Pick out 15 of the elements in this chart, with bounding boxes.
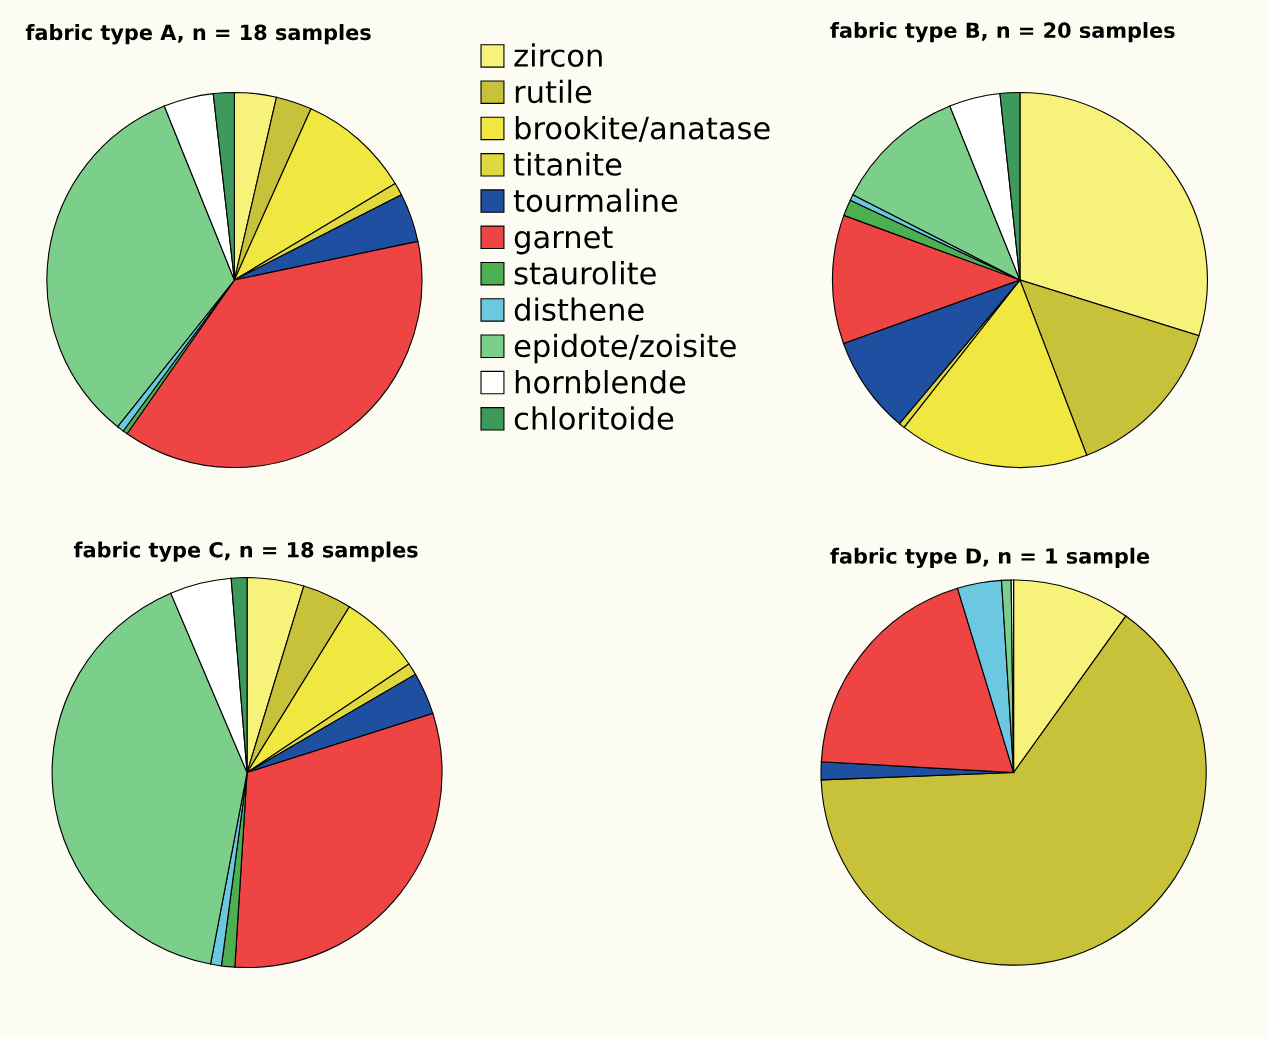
legend-label: staurolite [514, 261, 656, 285]
legend-label: chloritoide [514, 406, 674, 430]
legend-label: disthene [514, 297, 644, 322]
legend-label: garnet [514, 226, 613, 255]
legend-label: tourmaline [513, 188, 678, 213]
chart-title: fabric type D, n = 1 sample [830, 547, 1150, 569]
legend-label: epidote/zoisite [514, 333, 736, 364]
chart-title: fabric type B, n = 20 samples [830, 21, 1175, 43]
legend-label: hornblende [515, 369, 686, 394]
chart-title: fabric type C, n = 18 samples [73, 541, 418, 562]
legend-label: titanite [513, 152, 622, 176]
legend-label: rutile [515, 79, 592, 104]
chart-title: fabric type A, n = 18 samples [25, 24, 371, 45]
legend-label: zircon [514, 43, 602, 67]
legend-label: brookite/anatase [515, 115, 770, 142]
